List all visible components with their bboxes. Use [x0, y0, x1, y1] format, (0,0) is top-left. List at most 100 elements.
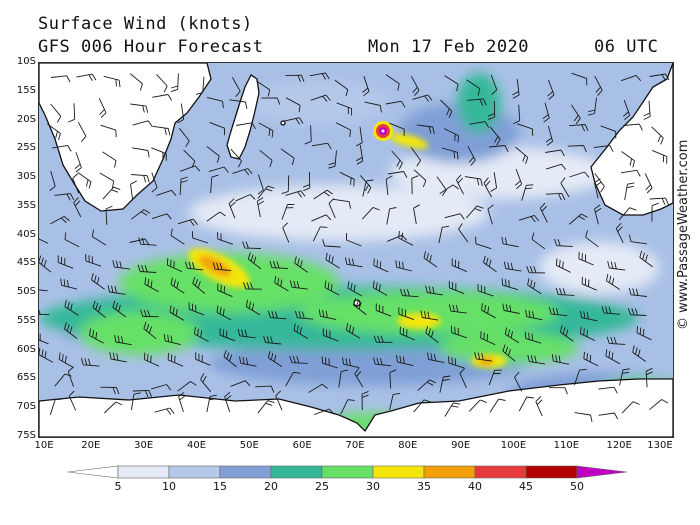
wind-barb	[256, 80, 271, 97]
wind-barb	[373, 335, 393, 343]
wind-barb	[605, 349, 621, 365]
wind-barb	[373, 258, 389, 273]
wind-map-canvas	[39, 63, 673, 437]
wind-barb	[569, 171, 590, 178]
wind-barb	[183, 149, 196, 168]
wind-barb	[100, 124, 117, 138]
wind-barb	[177, 381, 197, 392]
wind-barb	[177, 103, 185, 124]
wind-barb	[466, 205, 484, 219]
wind-barb	[340, 399, 355, 415]
wind-barb	[242, 241, 261, 249]
cyclone-marker	[373, 121, 393, 141]
legend-swatch	[423, 465, 476, 479]
wind-barb	[458, 223, 469, 243]
wind-barb	[443, 128, 459, 143]
wind-barb	[275, 390, 283, 411]
wind-barb	[355, 144, 364, 165]
wind-barb	[466, 79, 481, 96]
wind-barb	[99, 172, 115, 189]
wind-barb	[601, 306, 620, 315]
wind-barb	[451, 325, 468, 339]
wind-barb	[285, 74, 305, 82]
wind-barb	[515, 146, 529, 165]
wind-barb	[643, 100, 651, 120]
wind-barb	[399, 326, 415, 341]
wind-barb	[651, 126, 664, 145]
model-label: GFS 006 Hour Forecast	[38, 37, 264, 57]
wind-barb	[232, 168, 253, 176]
wind-barb	[130, 73, 143, 91]
wind-barb	[501, 278, 519, 291]
wind-barb	[339, 171, 355, 187]
wind-barb	[293, 323, 309, 339]
wind-barb	[314, 408, 335, 416]
wind-barb	[92, 300, 106, 318]
legend-label: 20	[264, 480, 278, 493]
wind-barb	[490, 172, 498, 192]
wind-barb	[347, 281, 363, 297]
legend-swatch	[321, 465, 374, 479]
wind-barb	[385, 175, 393, 196]
latitude-label: 60S	[16, 343, 36, 355]
legend-label: 40	[468, 480, 482, 493]
wind-barb	[208, 166, 229, 173]
latitude-label: 45S	[16, 257, 36, 269]
wind-barb	[103, 75, 121, 88]
wind-barb	[54, 373, 72, 387]
wind-barb	[57, 255, 74, 269]
wind-barb	[545, 149, 565, 157]
wind-barb	[585, 230, 599, 248]
wind-barb	[230, 148, 242, 168]
wind-barb	[85, 253, 102, 267]
wind-barb	[398, 231, 414, 246]
longitude-label: 120E	[606, 440, 632, 451]
wind-barb	[560, 177, 570, 198]
wind-barb	[235, 194, 256, 202]
wind-barb	[195, 76, 205, 95]
wind-barb	[256, 197, 265, 218]
wind-barb	[354, 367, 364, 388]
longitude-label: 10E	[34, 440, 54, 451]
wind-barb	[444, 213, 465, 220]
wind-barb	[63, 322, 78, 339]
wind-barb	[167, 352, 184, 367]
wind-barb	[177, 218, 198, 226]
wind-barb	[628, 287, 647, 297]
wind-barb	[502, 344, 516, 362]
wind-barb	[188, 302, 205, 316]
wind-barb	[444, 75, 459, 92]
wind-barb	[132, 120, 153, 127]
wind-barb	[144, 277, 160, 293]
wind-barb	[303, 172, 311, 192]
wind-barb	[389, 392, 401, 411]
longitude-label: 40E	[186, 440, 207, 451]
wind-barb	[206, 394, 217, 413]
wind-barb	[336, 102, 353, 116]
wind-barb	[219, 328, 236, 342]
wind-barb	[413, 169, 427, 188]
wind-barb	[89, 328, 104, 344]
wind-barb	[628, 234, 647, 245]
wind-barb	[574, 369, 587, 386]
wind-barb	[361, 206, 380, 220]
wind-barb	[51, 144, 72, 152]
wind-barb	[289, 355, 308, 364]
wind-barb	[480, 331, 496, 346]
wind-barb	[338, 369, 348, 388]
wind-barb	[441, 147, 459, 160]
wind-barb	[209, 121, 225, 136]
wind-barb	[342, 357, 360, 369]
wind-barb	[334, 79, 349, 97]
wind-barb	[483, 255, 497, 273]
wind-barb	[649, 197, 669, 205]
wind-barb	[651, 149, 668, 164]
wind-barb	[410, 147, 421, 167]
wind-barb	[574, 412, 593, 422]
wind-barb	[170, 228, 185, 245]
wind-barb	[439, 375, 451, 393]
wind-barb	[68, 390, 77, 411]
land	[39, 63, 673, 437]
wind-barb	[39, 309, 50, 316]
wind-barb	[263, 335, 282, 345]
